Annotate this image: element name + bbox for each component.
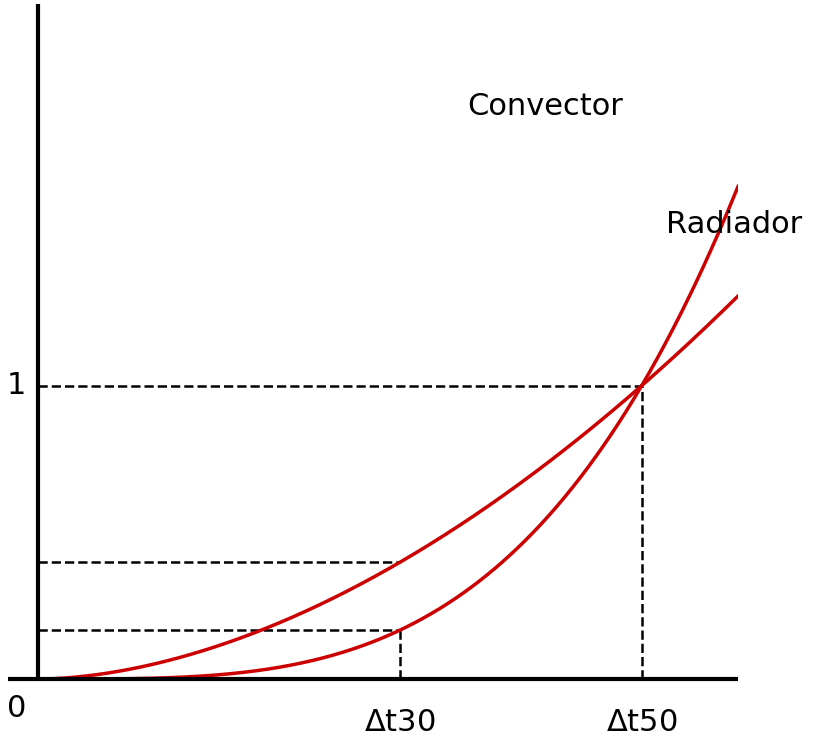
- Text: $\Delta$t50: $\Delta$t50: [606, 708, 677, 738]
- Text: Radiador: Radiador: [666, 209, 802, 239]
- Text: Convector: Convector: [468, 92, 623, 121]
- Text: 1: 1: [7, 371, 26, 400]
- Text: $\Delta$t30: $\Delta$t30: [365, 708, 436, 738]
- Text: 0: 0: [7, 694, 26, 723]
